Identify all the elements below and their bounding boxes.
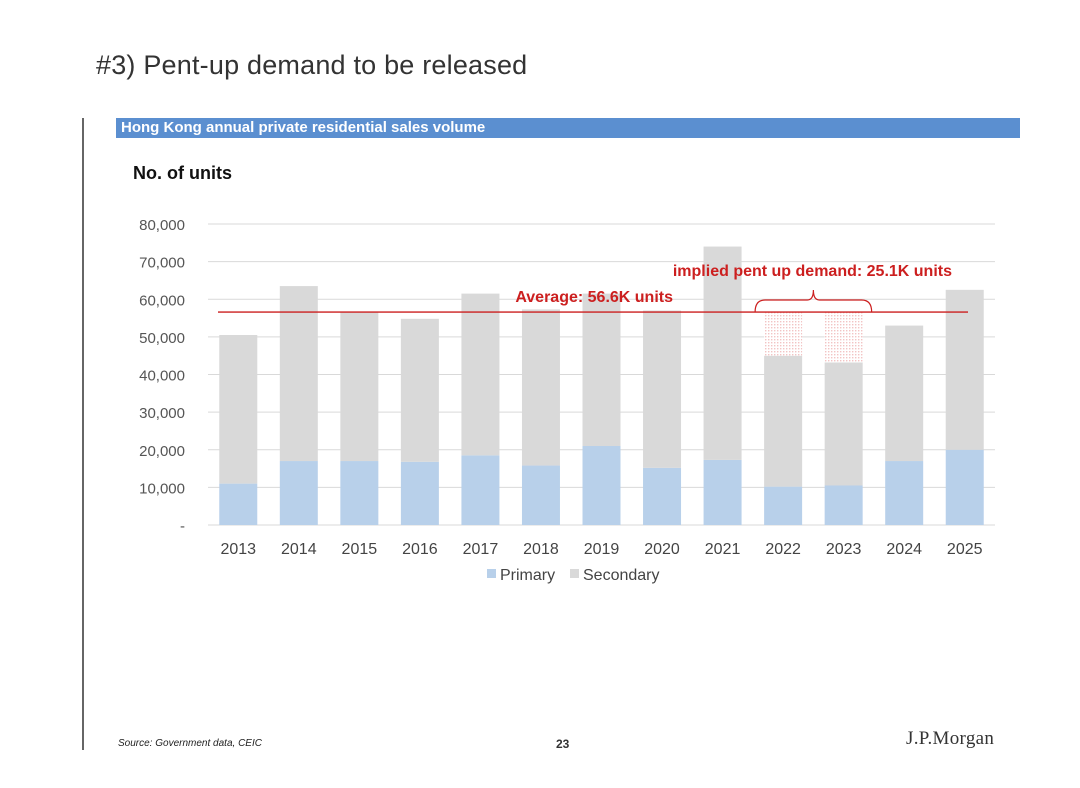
left-divider (82, 118, 84, 750)
pent-up-fill (764, 312, 803, 356)
bar-secondary (945, 289, 984, 450)
x-tick-label: 2022 (765, 541, 801, 558)
bar-primary (945, 449, 984, 525)
bar-secondary (521, 309, 560, 466)
x-tick-label: 2024 (886, 541, 922, 558)
bar-primary (461, 455, 500, 525)
bar-primary (703, 459, 742, 525)
bar-primary (824, 485, 863, 525)
x-tick-label: 2020 (644, 541, 680, 558)
bar-primary (400, 461, 439, 525)
y-tick-label: 20,000 (139, 443, 185, 460)
page-number: 23 (556, 737, 570, 751)
bar-secondary (219, 334, 258, 484)
y-tick-label: 10,000 (139, 480, 185, 497)
x-tick-label: 2013 (220, 541, 256, 558)
y-tick-label: 50,000 (139, 330, 185, 347)
x-tick-label: 2014 (281, 541, 317, 558)
y-tick-label: 30,000 (139, 405, 185, 422)
bar-secondary (400, 318, 439, 462)
legend-swatch-secondary (570, 569, 579, 578)
y-tick-label: 70,000 (139, 255, 185, 272)
bar-primary (764, 486, 803, 525)
pent-up-fill (824, 312, 863, 363)
y-tick-label: - (180, 518, 185, 535)
x-tick-label: 2025 (947, 541, 983, 558)
x-tick-label: 2019 (584, 541, 620, 558)
y-tick-label: 40,000 (139, 368, 185, 385)
pent-up-label: implied pent up demand: 25.1K units (673, 263, 952, 280)
bar-primary (219, 483, 258, 525)
bar-secondary (279, 286, 318, 462)
bar-secondary (824, 362, 863, 486)
x-tick-label: 2015 (342, 541, 378, 558)
pent-up-brace (754, 289, 873, 313)
source-note: Source: Government data, CEIC (118, 738, 262, 749)
y-tick-label: 60,000 (139, 292, 185, 309)
bar-secondary (461, 293, 500, 456)
bar-secondary (885, 325, 924, 462)
company-logo: J.P.Morgan (906, 728, 995, 749)
bar-primary (582, 445, 621, 525)
bar-secondary (340, 312, 379, 462)
y-tick-label: 80,000 (139, 217, 185, 234)
x-tick-label: 2016 (402, 541, 438, 558)
chart-title: Hong Kong annual private residential sal… (121, 119, 486, 136)
average-label: Average: 56.6K units (515, 289, 673, 306)
bar-primary (885, 461, 924, 525)
chart-title-banner: Hong Kong annual private residential sal… (116, 118, 1020, 138)
x-tick-label: 2018 (523, 541, 559, 558)
bar-secondary (703, 246, 742, 460)
y-axis-label: No. of units (133, 163, 232, 183)
bar-primary (643, 467, 682, 525)
legend-swatch-primary (487, 569, 496, 578)
x-tick-label: 2017 (463, 541, 499, 558)
x-tick-label: 2021 (705, 541, 741, 558)
x-tick-label: 2023 (826, 541, 862, 558)
legend-label-secondary: Secondary (583, 567, 660, 584)
slide-title: #3) Pent-up demand to be released (96, 50, 528, 80)
bar-secondary (643, 310, 682, 468)
bar-secondary (582, 293, 621, 446)
legend-label-primary: Primary (500, 567, 555, 584)
bar-secondary (764, 355, 803, 487)
bar-primary (340, 461, 379, 525)
bar-primary (279, 461, 318, 525)
bar-primary (521, 465, 560, 525)
